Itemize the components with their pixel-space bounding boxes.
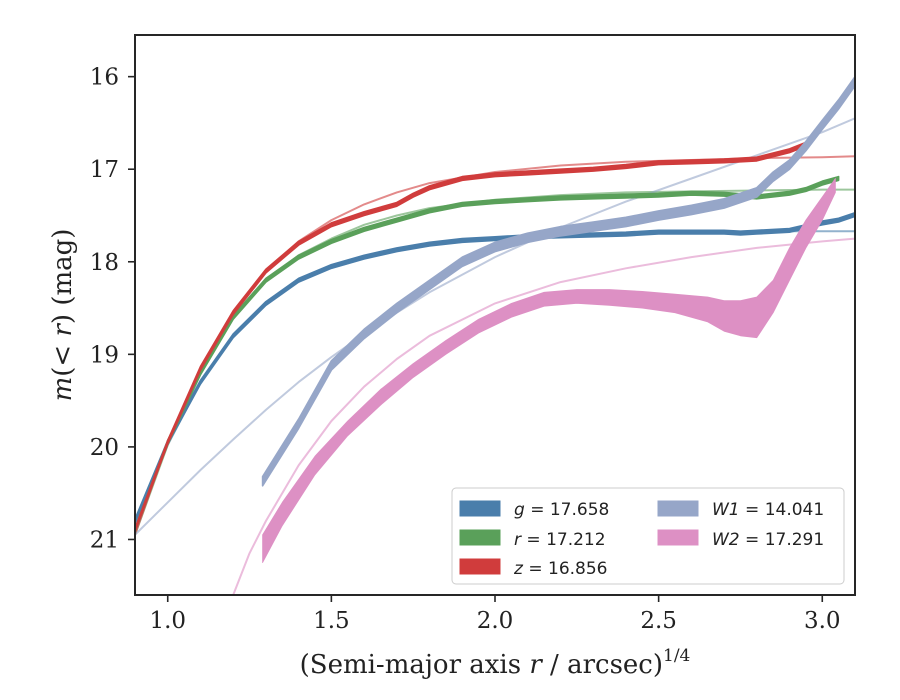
- legend-swatch-r: [459, 529, 501, 546]
- svg-text:r = 17.212: r = 17.212: [514, 530, 606, 550]
- legend-swatch-g: [459, 500, 501, 517]
- legend-swatch-w2: [657, 529, 699, 546]
- y-tick-label: 17: [90, 157, 119, 183]
- y-tick-label: 18: [90, 250, 119, 276]
- legend-frame: [451, 487, 845, 585]
- legend-entry-z: z = 16.856: [459, 558, 607, 579]
- x-tick-label: 2.5: [640, 608, 677, 634]
- legend-swatch-z: [459, 558, 501, 575]
- y-ticks: 16 17 18 19 20 21: [90, 65, 135, 553]
- model-curve-r: [135, 188, 855, 536]
- x-tick-label: 1.0: [149, 608, 186, 634]
- y-tick-label: 16: [90, 65, 119, 91]
- legend-entry-r: r = 17.212: [459, 529, 606, 550]
- x-ticks: 1.0 1.5 2.0 2.5 3.0: [149, 595, 841, 634]
- profile-bands: [135, 75, 855, 563]
- band-w2: [262, 178, 836, 563]
- svg-text:W2 = 17.291: W2 = 17.291: [712, 530, 824, 550]
- legend-swatch-w1: [657, 500, 699, 517]
- model-curve-g: [135, 230, 855, 526]
- legend-entry-g: g = 17.658: [459, 500, 609, 520]
- y-axis-title: m(< r) (mag): [48, 229, 78, 402]
- legend-entry-w1: W1 = 14.041: [657, 500, 824, 520]
- legend: g = 17.658 r = 17.212 z = 16.856 W1 = 14…: [451, 487, 845, 585]
- band-r: [135, 175, 840, 533]
- svg-text:g = 17.658: g = 17.658: [514, 500, 609, 520]
- y-tick-label: 19: [90, 342, 119, 368]
- x-tick-label: 3.0: [804, 608, 841, 634]
- x-axis-title: (Semi-major axis r / arcsec)1/4: [300, 646, 691, 680]
- x-tick-label: 1.5: [313, 608, 350, 634]
- band-g: [135, 211, 855, 524]
- svg-text:W1 = 14.041: W1 = 14.041: [712, 500, 824, 520]
- model-curve-z: [135, 155, 855, 536]
- legend-entry-w2: W2 = 17.291: [657, 529, 824, 550]
- svg-text:z = 16.856: z = 16.856: [513, 559, 607, 579]
- y-tick-label: 21: [90, 527, 119, 553]
- model-curve-w2: [232, 237, 855, 595]
- band-w1: [261, 75, 855, 487]
- y-tick-label: 20: [90, 435, 119, 461]
- x-tick-label: 2.0: [477, 608, 514, 634]
